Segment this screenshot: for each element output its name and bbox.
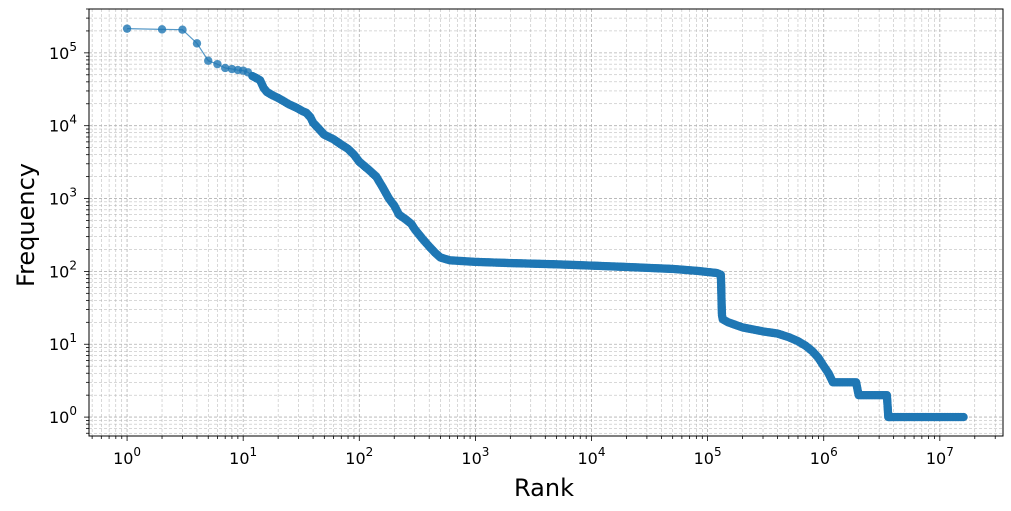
data-point xyxy=(157,25,167,34)
y-tick-label: 105 xyxy=(49,40,77,63)
data-point xyxy=(784,332,793,342)
data-point xyxy=(882,390,892,400)
y-tick-label: 103 xyxy=(49,186,77,209)
data-point xyxy=(410,224,419,234)
data-point xyxy=(445,256,454,265)
data-point xyxy=(204,56,213,65)
data-point xyxy=(773,329,782,338)
data-point xyxy=(192,39,202,48)
data-point xyxy=(717,283,726,292)
data-point xyxy=(364,165,373,174)
data-point xyxy=(717,300,726,309)
data-point xyxy=(959,412,968,422)
x-tick-label: 105 xyxy=(694,445,722,468)
data-point xyxy=(814,353,823,363)
data-point xyxy=(668,264,677,274)
data-point xyxy=(900,412,910,422)
data-point xyxy=(459,257,469,266)
grid xyxy=(89,8,1003,436)
data-point xyxy=(854,390,863,400)
data-point xyxy=(390,201,399,210)
y-tick-label: 102 xyxy=(49,258,77,281)
data-point xyxy=(552,260,561,269)
data-point xyxy=(924,412,933,422)
data-point xyxy=(793,337,803,346)
data-point xyxy=(703,267,712,277)
data-point xyxy=(884,412,893,422)
data-point xyxy=(308,118,318,127)
data-point xyxy=(343,144,353,154)
data-point xyxy=(587,261,596,270)
data-point xyxy=(436,253,445,262)
data-point xyxy=(355,157,364,166)
data-point xyxy=(349,150,359,159)
data-point xyxy=(851,378,861,387)
x-tick-labels: 100 101 102 103 104 105 106 107 xyxy=(113,445,954,468)
data-point xyxy=(314,124,324,134)
x-axis-label: Rank xyxy=(514,474,574,502)
data-point xyxy=(801,341,810,351)
x-tick-label: 100 xyxy=(113,445,141,468)
data-point xyxy=(692,266,701,275)
data-series xyxy=(122,24,968,422)
y-tick-label: 100 xyxy=(49,404,77,427)
y-axis-label: Frequency xyxy=(12,163,40,287)
data-point xyxy=(824,369,833,378)
x-tick-label: 101 xyxy=(229,445,257,468)
data-point xyxy=(320,130,329,140)
data-point xyxy=(220,63,230,73)
data-point xyxy=(839,378,849,387)
data-point xyxy=(329,135,338,144)
data-point xyxy=(394,210,404,219)
data-point xyxy=(471,257,480,267)
data-point xyxy=(378,183,388,193)
data-point xyxy=(178,25,187,34)
data-point xyxy=(506,258,515,268)
data-point xyxy=(424,242,434,251)
data-point xyxy=(278,96,288,105)
data-point xyxy=(874,390,884,400)
data-point xyxy=(819,361,828,371)
data-point xyxy=(622,262,631,272)
data-point xyxy=(944,412,954,422)
plot-frame xyxy=(88,8,1004,437)
x-tick-label: 107 xyxy=(926,445,954,468)
x-tick-label: 104 xyxy=(578,445,606,468)
data-point xyxy=(758,327,768,336)
data-point xyxy=(213,59,222,69)
x-tick-label: 106 xyxy=(810,445,838,468)
data-point xyxy=(738,323,747,332)
data-point xyxy=(372,172,381,181)
data-point xyxy=(716,270,726,279)
y-tick-label: 104 xyxy=(49,113,77,136)
data-point xyxy=(418,234,427,244)
data-point xyxy=(723,318,733,327)
y-tick-label: 101 xyxy=(49,331,77,354)
x-tick-label: 103 xyxy=(461,445,489,468)
y-tick-labels: 100 101 102 103 104 105 xyxy=(49,40,77,427)
data-point xyxy=(401,215,410,224)
data-point xyxy=(808,347,817,356)
data-point xyxy=(122,24,132,33)
data-point xyxy=(384,194,394,203)
ticks xyxy=(84,8,996,441)
data-point xyxy=(337,140,346,149)
data-point xyxy=(255,76,265,85)
x-tick-label: 102 xyxy=(345,445,373,468)
data-point xyxy=(828,378,838,387)
